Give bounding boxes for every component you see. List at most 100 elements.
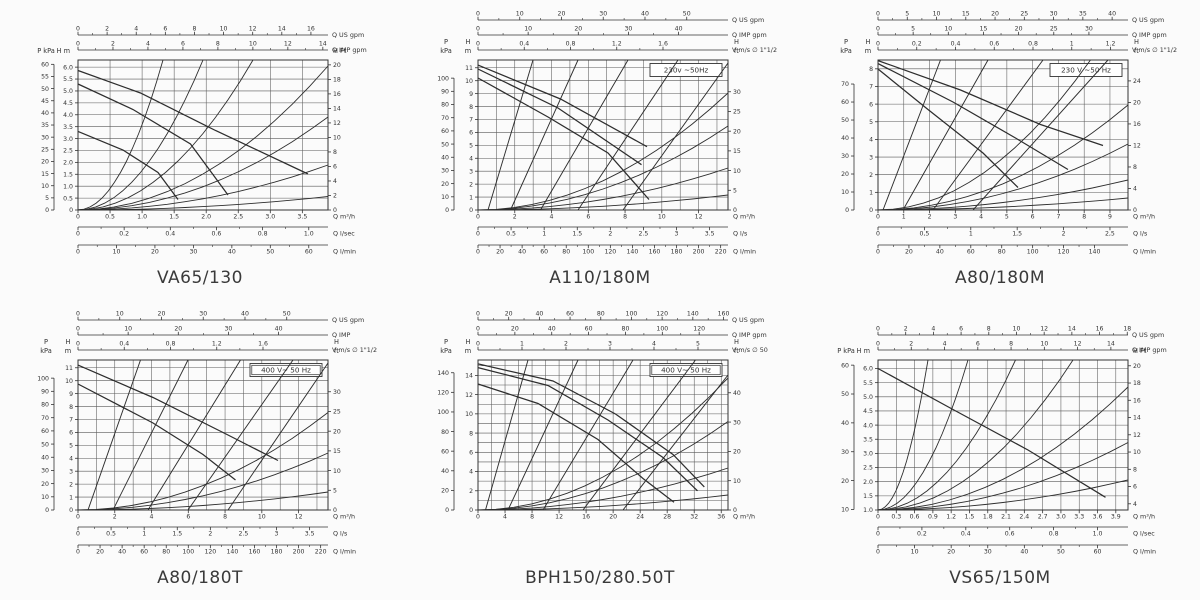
svg-text:70: 70 [41,415,49,422]
svg-text:10: 10 [1013,326,1021,333]
svg-text:30: 30 [625,26,633,33]
svg-text:0.2: 0.2 [912,41,922,48]
svg-text:36: 36 [717,514,725,521]
chart-title: A80/180M [954,268,1046,288]
svg-text:H: H [734,38,739,46]
svg-text:50: 50 [283,311,291,318]
svg-text:8: 8 [1009,341,1013,348]
svg-text:kPa: kPa [440,347,452,355]
svg-text:60: 60 [1094,549,1102,556]
svg-text:m: m [465,47,471,55]
svg-text:32: 32 [690,514,698,521]
svg-text:9: 9 [469,91,473,98]
svg-text:8: 8 [1133,164,1137,171]
svg-text:1,5: 1,5 [1012,231,1022,238]
svg-text:0: 0 [469,507,473,514]
svg-text:220: 220 [715,249,727,256]
svg-text:2: 2 [928,214,932,221]
svg-text:40: 40 [841,420,849,427]
svg-text:40: 40 [548,326,556,333]
svg-text:Q m³/h: Q m³/h [733,513,755,521]
svg-text:16: 16 [307,26,315,33]
svg-text:1.5: 1.5 [169,214,179,221]
svg-text:8: 8 [987,326,991,333]
svg-text:m: m [465,347,471,355]
svg-text:Q IMP gpm: Q IMP gpm [1132,31,1167,39]
svg-text:0: 0 [476,231,480,238]
chart-panel-bph150-280-50t: 0 20 40 60 80 100 120 140 160 Q US gpm 0 20 40 60 80 10… [400,300,800,600]
svg-text:40: 40 [518,249,526,256]
svg-text:50: 50 [441,141,449,148]
svg-text:5: 5 [905,11,909,18]
svg-text:14: 14 [465,373,473,380]
svg-text:Q l/sec: Q l/sec [333,230,355,238]
svg-text:0.5: 0.5 [63,195,73,202]
svg-text:10: 10 [333,468,341,475]
svg-text:10: 10 [1133,449,1141,456]
svg-text:10: 10 [841,189,849,196]
svg-text:4: 4 [1133,186,1137,193]
svg-text:0.9: 0.9 [928,514,938,521]
svg-text:H Ft: H Ft [333,47,347,55]
svg-text:Q US gpm: Q US gpm [332,31,364,39]
svg-text:5.0: 5.0 [863,394,873,401]
pump-chart-svg-va65-130: 0 2 4 6 8 10 12 14 16 Q US gpm 0 2 4 6 8 10 12 14 Q IMP gp… [37,26,367,256]
svg-text:0: 0 [76,326,80,333]
svg-text:3.5: 3.5 [863,436,873,443]
svg-text:2: 2 [69,481,73,488]
chart-title: A110/180M [549,268,651,288]
svg-text:140: 140 [687,311,699,318]
svg-text:10: 10 [465,78,473,85]
svg-text:2,5: 2,5 [1105,231,1115,238]
svg-text:1: 1 [69,494,73,501]
svg-text:3.0: 3.0 [863,451,873,458]
svg-text:Q l/sec: Q l/sec [1133,530,1155,538]
svg-text:10: 10 [116,311,124,318]
svg-text:0.5: 0.5 [105,214,115,221]
svg-text:7: 7 [869,84,873,91]
svg-text:5: 5 [696,341,700,348]
svg-text:0: 0 [76,214,80,221]
svg-text:1.0: 1.0 [863,507,873,514]
svg-text:80: 80 [441,102,449,109]
svg-text:100: 100 [656,326,668,333]
svg-text:60: 60 [540,249,548,256]
svg-text:1.2: 1.2 [212,341,222,348]
svg-text:40: 40 [1108,11,1116,18]
svg-text:3.5: 3.5 [63,124,73,131]
svg-text:Q IMP gpm: Q IMP gpm [332,46,367,54]
svg-text:Q l/min: Q l/min [1133,548,1156,556]
svg-text:1.6: 1.6 [258,341,268,348]
svg-text:0: 0 [76,249,80,256]
svg-text:12: 12 [695,214,703,221]
svg-text:3.3: 3.3 [1074,514,1084,521]
svg-text:100: 100 [437,75,449,82]
svg-text:1.2: 1.2 [946,514,956,521]
svg-text:20: 20 [496,249,504,256]
svg-text:4: 4 [931,326,935,333]
svg-text:1.0: 1.0 [63,183,73,190]
svg-text:2: 2 [208,531,212,538]
svg-text:2.5: 2.5 [233,214,243,221]
svg-text:0: 0 [45,507,49,514]
svg-text:4: 4 [134,26,138,33]
svg-text:0.4: 0.4 [951,41,961,48]
svg-text:15: 15 [41,171,49,178]
svg-text:0: 0 [476,326,480,333]
svg-text:1: 1 [1070,41,1074,48]
svg-text:Q IMP: Q IMP [332,331,350,339]
svg-text:10: 10 [524,26,532,33]
chart-panel-va65-130: 0 2 4 6 8 10 12 14 16 Q US gpm 0 2 4 6 8 10 12 14 Q IMP gp… [0,0,400,300]
svg-text:20: 20 [1015,26,1023,33]
svg-text:0: 0 [733,207,737,214]
svg-text:0: 0 [476,311,480,318]
svg-text:7: 7 [469,117,473,124]
svg-text:6: 6 [186,514,190,521]
svg-text:30: 30 [41,468,49,475]
svg-text:1.0: 1.0 [137,214,147,221]
svg-text:20: 20 [333,62,341,69]
svg-text:1.5: 1.5 [172,531,182,538]
